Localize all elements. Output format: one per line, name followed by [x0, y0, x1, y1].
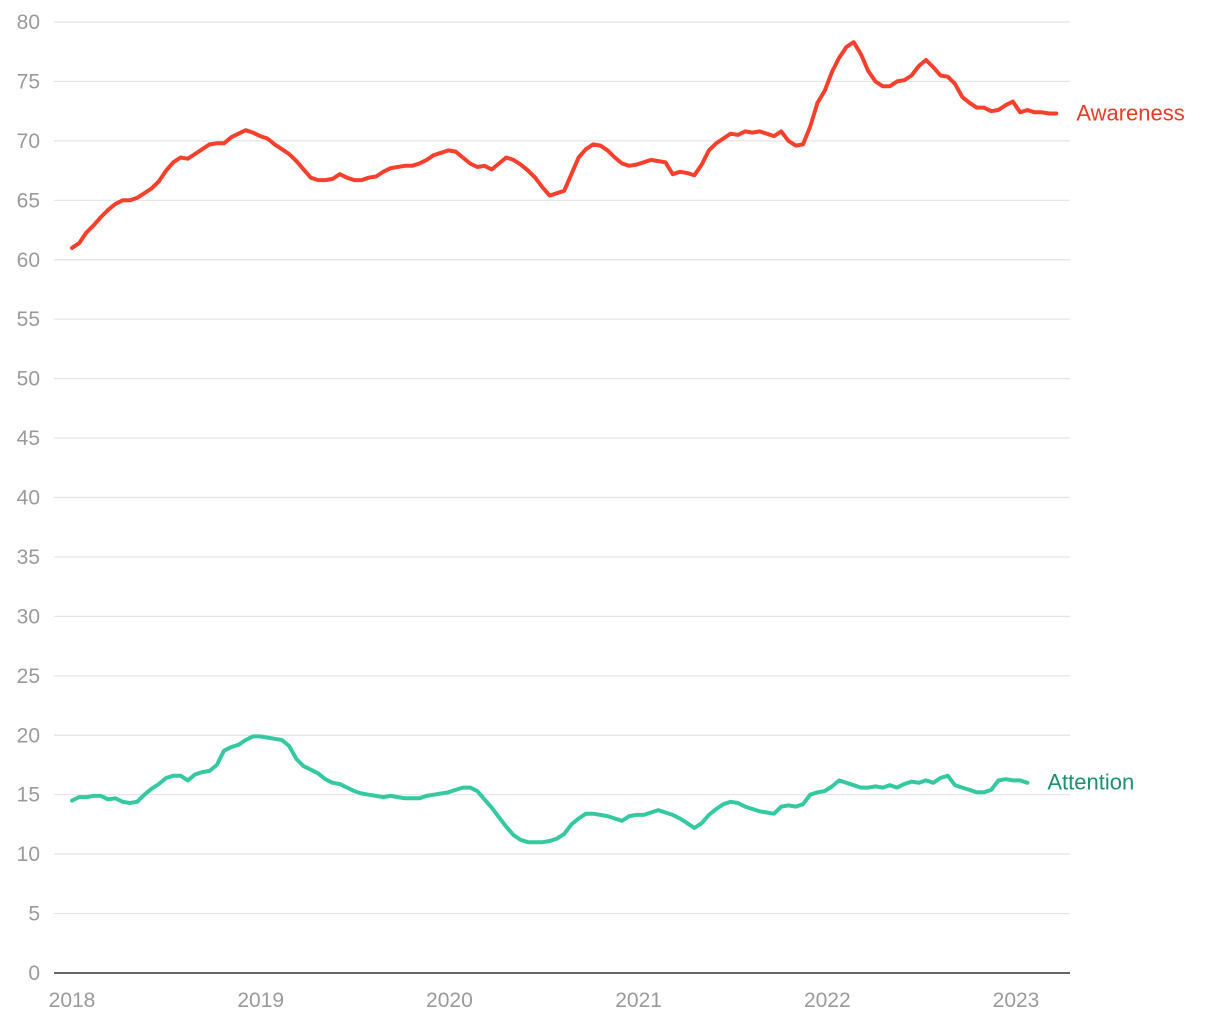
y-tick-label: 15	[17, 784, 40, 807]
x-tick-label: 2020	[426, 989, 473, 1012]
y-tick-label: 65	[17, 189, 40, 212]
y-tick-label: 80	[17, 11, 40, 34]
series-label-awareness: Awareness	[1076, 100, 1184, 125]
series-line-attention	[70, 734, 1030, 845]
y-tick-label: 25	[17, 665, 40, 688]
y-tick-label: 60	[17, 249, 40, 272]
x-axis-tick-labels: 2018 2019 2020 2021 2022 2023	[49, 989, 1040, 1012]
y-tick-label: 50	[17, 368, 40, 391]
y-axis-tick-labels: 0 5 10 15 20 25 30 35 40 45 50 55 60 65 70 75 80	[17, 11, 40, 985]
series-line-awareness	[70, 40, 1059, 250]
y-tick-label: 35	[17, 546, 40, 569]
y-tick-label: 20	[17, 724, 40, 747]
x-tick-label: 2018	[49, 989, 96, 1012]
y-tick-label: 10	[17, 843, 40, 866]
y-tick-label: 0	[28, 962, 40, 985]
x-tick-label: 2019	[237, 989, 284, 1012]
x-tick-label: 2022	[804, 989, 851, 1012]
series-labels: Awareness Attention	[1047, 100, 1184, 794]
x-tick-label: 2023	[993, 989, 1040, 1012]
y-tick-label: 5	[28, 903, 40, 926]
y-tick-label: 55	[17, 308, 40, 331]
y-tick-label: 70	[17, 130, 40, 153]
series-lines	[70, 40, 1059, 845]
y-tick-label: 45	[17, 427, 40, 450]
y-tick-label: 30	[17, 605, 40, 628]
gridlines	[54, 21, 1070, 915]
y-tick-label: 40	[17, 487, 40, 510]
x-tick-label: 2021	[615, 989, 662, 1012]
y-tick-label: 75	[17, 70, 40, 93]
series-label-attention: Attention	[1047, 770, 1134, 795]
